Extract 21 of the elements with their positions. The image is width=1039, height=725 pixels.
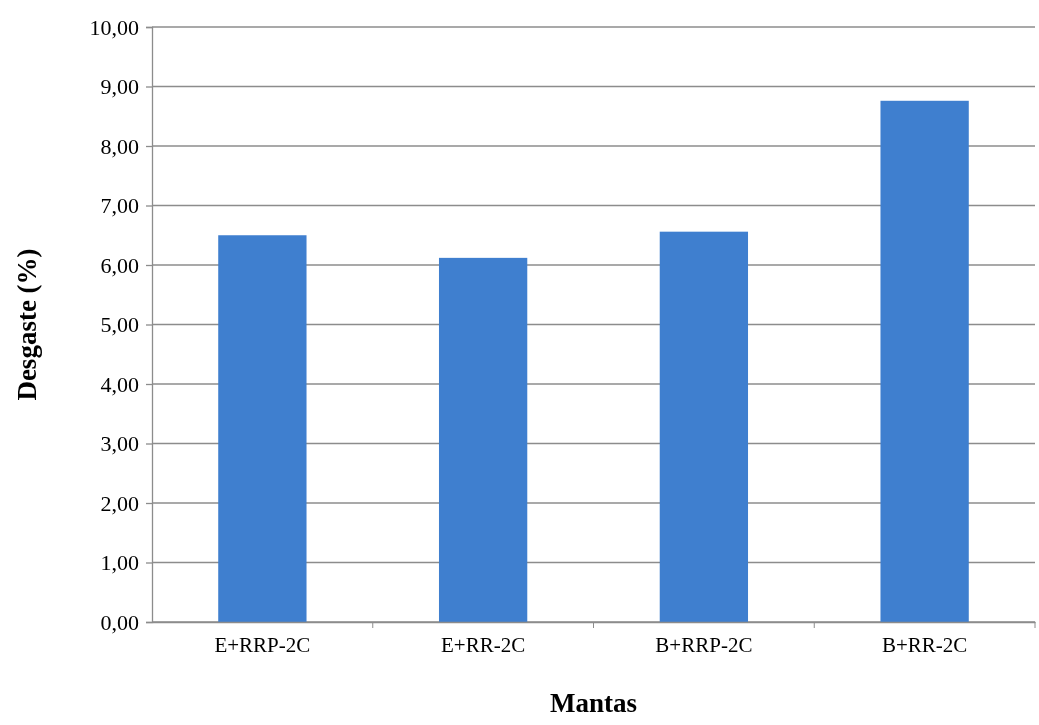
x-tick-label: B+RR-2C [881, 633, 968, 658]
y-tick-label: 0,00 [100, 609, 139, 635]
y-tick-label: 3,00 [100, 431, 139, 457]
x-tick-label: E+RR-2C [441, 633, 526, 658]
y-tick-label: 1,00 [100, 550, 139, 576]
x-tick-label: E+RRP-2C [214, 633, 311, 658]
y-axis-title: Desgaste (%) [12, 248, 42, 401]
bar [659, 231, 749, 622]
y-tick-label: 5,00 [100, 312, 139, 338]
x-tick-label: B+RRP-2C [655, 633, 753, 658]
bar [438, 257, 528, 622]
y-tick-label: 10,00 [89, 14, 139, 40]
bar [880, 100, 969, 622]
y-tick-label: 4,00 [100, 371, 139, 397]
y-tick-label: 6,00 [100, 252, 139, 278]
y-tick-label: 8,00 [100, 133, 139, 159]
x-axis-title: Mantas [550, 688, 637, 718]
bar [218, 235, 307, 622]
y-tick-label: 7,00 [100, 193, 139, 219]
y-tick-label: 2,00 [100, 490, 139, 516]
y-tick-label: 9,00 [100, 74, 139, 100]
